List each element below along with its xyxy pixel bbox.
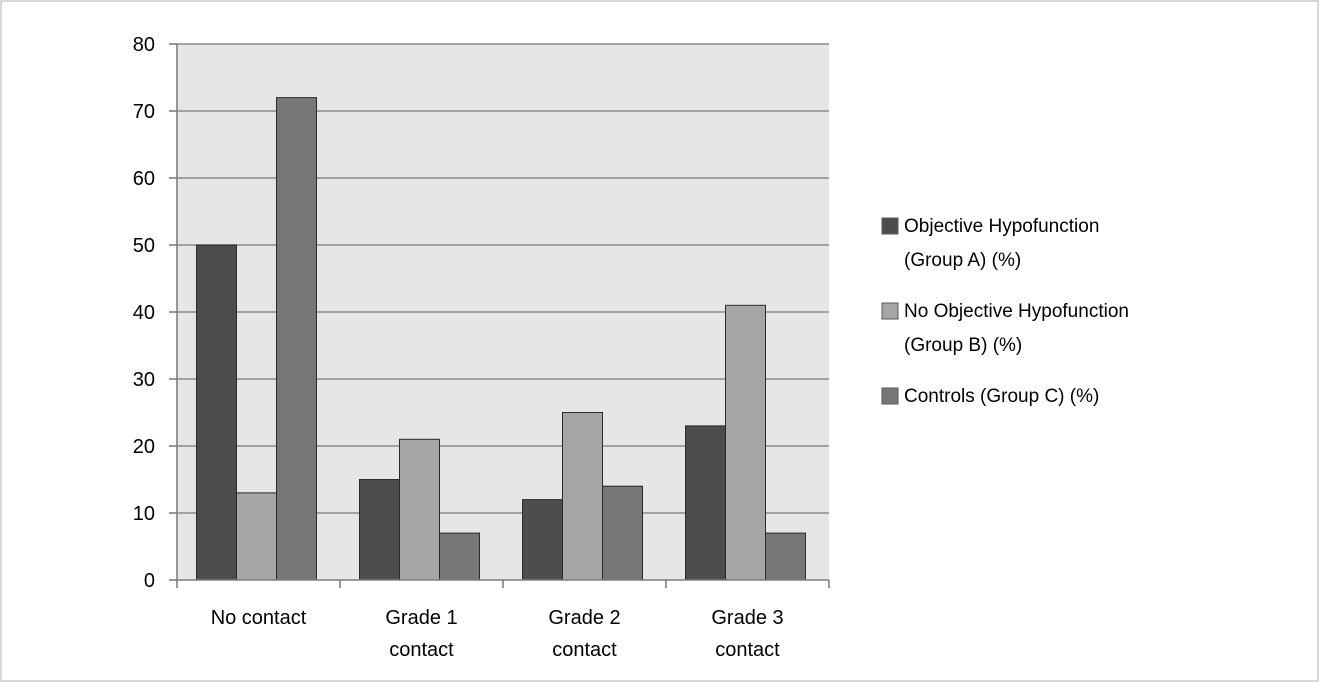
legend-label-2: No Objective Hypofunction [904, 301, 1129, 322]
legend-label-1: (Group A) (%) [904, 250, 1021, 271]
x-tick-label: No contact [211, 607, 307, 629]
y-tick-label: 70 [133, 101, 155, 123]
legend-label-3: Controls (Group C) (%) [904, 386, 1099, 407]
bars [196, 97, 806, 581]
bar-2-2 [399, 438, 440, 581]
legend-swatch-3 [881, 387, 899, 405]
bar-1-3 [522, 499, 563, 581]
bar-2-4 [725, 304, 766, 581]
bar-2-3 [562, 412, 603, 581]
bar-3-3 [602, 485, 643, 581]
y-tick-label: 80 [133, 34, 155, 56]
y-tick-label: 0 [144, 570, 155, 592]
legend-swatch-1 [881, 217, 899, 235]
bar-3-4 [765, 532, 806, 581]
legend-label-1: Objective Hypofunction [904, 216, 1099, 237]
bar-3-1 [276, 97, 317, 581]
bar-3-2 [439, 532, 480, 581]
bar-2-1 [236, 492, 277, 581]
bar-1-2 [359, 479, 400, 581]
y-axis-tick-labels: 0 10 20 30 40 50 60 70 80 [133, 34, 155, 592]
x-tick-label: contact [552, 639, 617, 661]
y-tick-label: 60 [133, 168, 155, 190]
legend: Objective Hypofunction (Group A) (%) No Ob… [881, 216, 1129, 407]
x-axis-tick-labels: No contact Grade 1 contact Grade 2 contact Gr… [211, 607, 784, 661]
bar-1-1 [196, 244, 237, 581]
axes [176, 44, 830, 588]
x-tick-label: contact [389, 639, 454, 661]
x-tick-label: Grade 3 [711, 607, 783, 629]
x-tick-label: contact [715, 639, 780, 661]
y-tick-label: 30 [133, 369, 155, 391]
x-tick-label: Grade 1 [385, 607, 457, 629]
y-tick-label: 50 [133, 235, 155, 257]
y-tick-label: 10 [133, 503, 155, 525]
legend-label-2: (Group B) (%) [904, 335, 1022, 356]
bar-1-4 [685, 425, 726, 581]
y-tick-label: 40 [133, 302, 155, 324]
x-tick-label: Grade 2 [548, 607, 620, 629]
y-tick-label: 20 [133, 436, 155, 458]
legend-swatch-2 [881, 302, 899, 320]
